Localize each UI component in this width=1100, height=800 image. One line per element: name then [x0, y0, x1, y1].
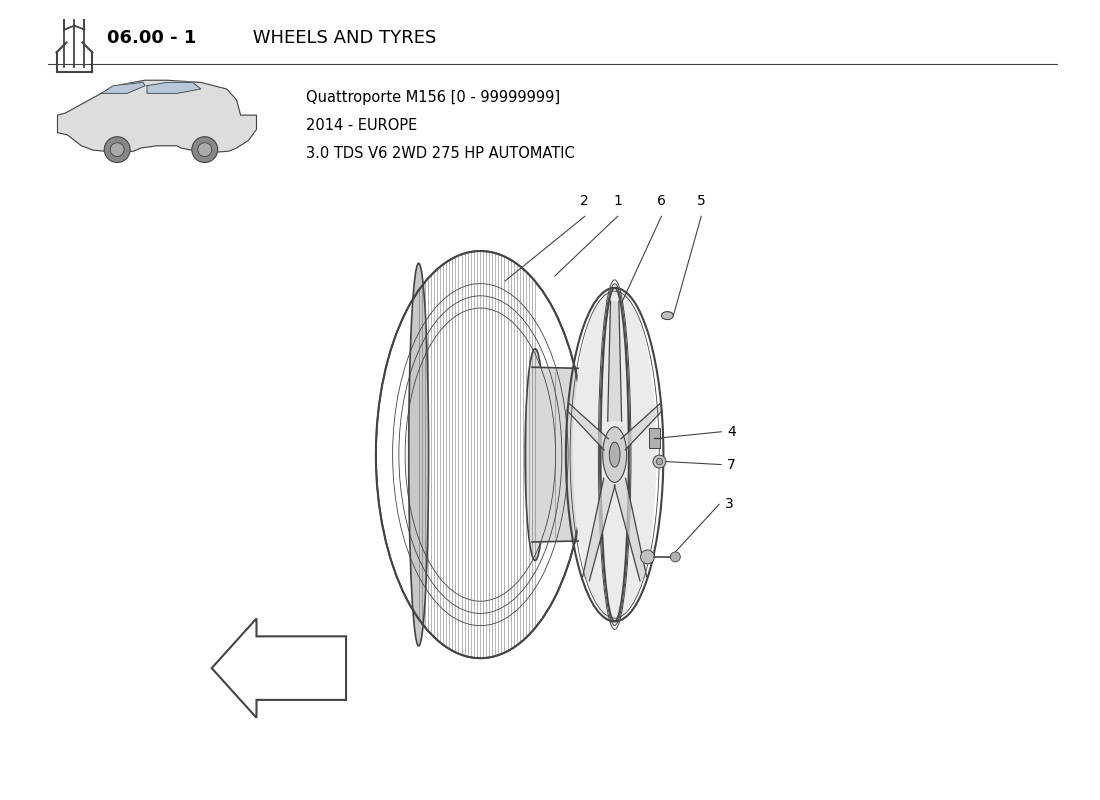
Circle shape: [110, 142, 124, 157]
Text: Quattroporte M156 [0 - 99999999]: Quattroporte M156 [0 - 99999999]: [306, 90, 560, 105]
Text: 2014 - EUROPE: 2014 - EUROPE: [306, 118, 418, 133]
Polygon shape: [532, 367, 609, 542]
Ellipse shape: [609, 442, 620, 467]
Circle shape: [670, 552, 680, 562]
Ellipse shape: [603, 427, 627, 482]
Polygon shape: [566, 404, 608, 450]
Polygon shape: [147, 82, 201, 94]
Text: 06.00 - 1: 06.00 - 1: [107, 29, 197, 46]
Circle shape: [104, 137, 130, 162]
Text: 3.0 TDS V6 2WD 275 HP AUTOMATIC: 3.0 TDS V6 2WD 275 HP AUTOMATIC: [306, 146, 575, 161]
Text: 1: 1: [613, 194, 623, 208]
Circle shape: [191, 137, 218, 162]
Text: 3: 3: [725, 498, 734, 511]
Circle shape: [657, 458, 662, 465]
Polygon shape: [101, 82, 145, 94]
Text: 5: 5: [697, 194, 705, 208]
Circle shape: [640, 550, 654, 564]
Circle shape: [198, 142, 211, 157]
Polygon shape: [57, 80, 256, 152]
Text: 6: 6: [657, 194, 665, 208]
Ellipse shape: [409, 263, 429, 646]
Ellipse shape: [573, 288, 657, 622]
Bar: [649, 428, 660, 448]
Polygon shape: [211, 618, 346, 718]
Text: 2: 2: [581, 194, 590, 208]
Circle shape: [653, 455, 666, 468]
Ellipse shape: [661, 312, 673, 319]
Text: WHEELS AND TYRES: WHEELS AND TYRES: [246, 29, 436, 46]
Polygon shape: [583, 478, 615, 581]
Polygon shape: [607, 301, 621, 422]
Text: 4: 4: [727, 425, 736, 438]
Polygon shape: [621, 404, 662, 450]
Text: 7: 7: [727, 458, 736, 471]
Ellipse shape: [525, 349, 544, 561]
Polygon shape: [614, 478, 647, 581]
